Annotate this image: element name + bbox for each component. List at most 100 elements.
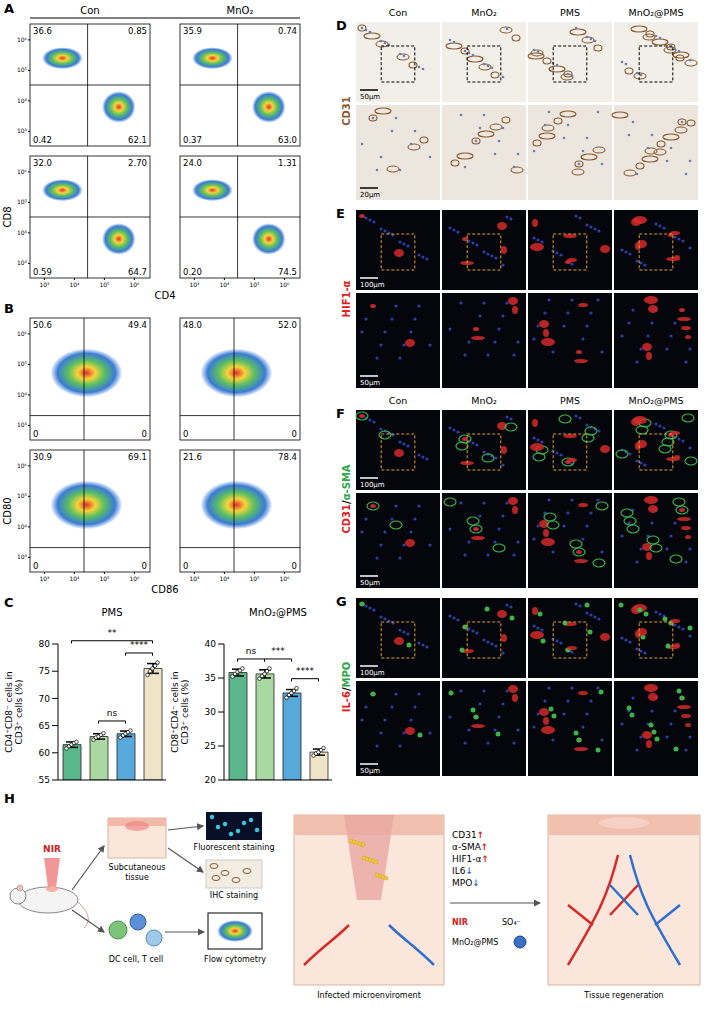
svg-text:10⁶: 10⁶ xyxy=(279,281,290,288)
svg-text:α-SMA↑: α-SMA↑ xyxy=(452,842,488,852)
svg-text:H: H xyxy=(4,791,15,806)
svg-text:Subcutaneous: Subcutaneous xyxy=(109,863,166,872)
svg-text:HIF1-α: HIF1-α xyxy=(341,280,352,317)
svg-text:G: G xyxy=(336,594,347,609)
svg-text:Con: Con xyxy=(389,7,407,18)
svg-text:49.4: 49.4 xyxy=(128,320,147,330)
svg-text:MPO↓: MPO↓ xyxy=(452,878,480,888)
svg-text:48.0: 48.0 xyxy=(183,320,202,330)
svg-text:74.5: 74.5 xyxy=(278,267,297,277)
svg-text:MnO₂@PMS: MnO₂@PMS xyxy=(629,395,684,406)
svg-text:50μm: 50μm xyxy=(360,579,380,587)
svg-text:IL-6/MPO: IL-6/MPO xyxy=(341,662,352,713)
svg-text:0: 0 xyxy=(183,429,188,439)
svg-text:10³: 10³ xyxy=(189,575,200,582)
svg-text:10³: 10³ xyxy=(17,553,28,560)
svg-text:35: 35 xyxy=(205,673,216,683)
svg-text:0: 0 xyxy=(292,561,297,571)
svg-text:69.1: 69.1 xyxy=(128,452,147,462)
svg-text:40: 40 xyxy=(205,639,217,649)
svg-text:10⁴: 10⁴ xyxy=(17,97,28,104)
svg-text:CD8⁺CD4⁻ cells in: CD8⁺CD4⁻ cells in xyxy=(170,671,180,752)
svg-text:Infected microenviroment: Infected microenviroment xyxy=(317,991,421,1000)
svg-text:Fluorescent staining: Fluorescent staining xyxy=(194,843,275,852)
svg-text:B: B xyxy=(4,301,14,316)
svg-text:25: 25 xyxy=(205,741,216,751)
svg-text:50μm: 50μm xyxy=(360,767,380,775)
svg-text:****: **** xyxy=(130,640,149,650)
svg-text:CD86: CD86 xyxy=(151,584,178,595)
svg-text:E: E xyxy=(336,206,345,221)
svg-text:10⁶: 10⁶ xyxy=(129,281,140,288)
svg-text:50μm: 50μm xyxy=(360,93,380,101)
svg-text:50μm: 50μm xyxy=(360,379,380,387)
svg-text:10⁶: 10⁶ xyxy=(17,168,28,175)
svg-text:10⁵: 10⁵ xyxy=(99,281,110,288)
svg-text:20: 20 xyxy=(205,775,217,785)
svg-text:10³: 10³ xyxy=(189,281,200,288)
svg-text:63.0: 63.0 xyxy=(278,135,297,145)
svg-text:CD3⁺ cells (%): CD3⁺ cells (%) xyxy=(14,679,24,744)
svg-text:MnO₂: MnO₂ xyxy=(471,395,497,406)
svg-text:0.42: 0.42 xyxy=(33,135,52,145)
svg-text:CD3⁺ cells (%): CD3⁺ cells (%) xyxy=(180,679,190,744)
svg-text:100μm: 100μm xyxy=(360,669,385,677)
svg-text:78.4: 78.4 xyxy=(278,452,297,462)
svg-text:10⁵: 10⁵ xyxy=(17,360,28,367)
svg-text:10⁵: 10⁵ xyxy=(99,575,110,582)
svg-text:Con: Con xyxy=(80,5,99,16)
svg-text:10⁵: 10⁵ xyxy=(249,281,260,288)
svg-text:0: 0 xyxy=(33,561,38,571)
svg-text:CD31↑: CD31↑ xyxy=(452,830,484,840)
svg-text:MnO₂@PMS: MnO₂@PMS xyxy=(629,7,684,18)
svg-text:75: 75 xyxy=(39,666,50,676)
svg-text:50.6: 50.6 xyxy=(33,320,52,330)
svg-text:30: 30 xyxy=(205,707,217,717)
svg-text:10⁶: 10⁶ xyxy=(129,575,140,582)
svg-text:80: 80 xyxy=(39,639,51,649)
svg-text:ns: ns xyxy=(246,646,257,656)
svg-text:10³: 10³ xyxy=(17,127,28,134)
svg-text:10³: 10³ xyxy=(17,421,28,428)
svg-text:10³: 10³ xyxy=(39,281,50,288)
svg-text:10⁵: 10⁵ xyxy=(249,575,260,582)
svg-text:SO₄⁻: SO₄⁻ xyxy=(502,918,521,927)
svg-text:10⁵: 10⁵ xyxy=(17,66,28,73)
svg-text:0: 0 xyxy=(292,429,297,439)
svg-text:2.70: 2.70 xyxy=(128,158,147,168)
svg-text:CD31/α-SMA: CD31/α-SMA xyxy=(341,464,352,533)
svg-text:36.6: 36.6 xyxy=(33,26,52,36)
svg-text:60: 60 xyxy=(39,748,51,758)
svg-text:DC cell, T cell: DC cell, T cell xyxy=(109,955,163,964)
svg-text:F: F xyxy=(336,406,345,421)
svg-text:***: *** xyxy=(271,646,285,656)
svg-text:CD4: CD4 xyxy=(154,290,175,301)
svg-text:10⁴: 10⁴ xyxy=(17,229,28,236)
svg-text:Tissue regeneration: Tissue regeneration xyxy=(583,991,663,1000)
svg-text:64.7: 64.7 xyxy=(128,267,147,277)
svg-text:35.9: 35.9 xyxy=(183,26,202,36)
svg-text:CD8: CD8 xyxy=(2,206,13,227)
svg-text:ns: ns xyxy=(107,708,118,718)
svg-text:PMS: PMS xyxy=(560,7,580,18)
svg-text:65: 65 xyxy=(39,721,50,731)
svg-text:0: 0 xyxy=(33,429,38,439)
svg-text:CD4⁺CD8⁻ cells in: CD4⁺CD8⁻ cells in xyxy=(4,671,14,752)
svg-text:10³: 10³ xyxy=(17,259,28,266)
svg-text:1.31: 1.31 xyxy=(278,158,297,168)
svg-text:**: ** xyxy=(108,628,118,638)
svg-text:0.59: 0.59 xyxy=(33,267,52,277)
svg-text:10⁴: 10⁴ xyxy=(17,523,28,530)
svg-text:A: A xyxy=(4,1,14,16)
svg-text:NIR: NIR xyxy=(452,918,468,927)
svg-text:IHC staining: IHC staining xyxy=(210,891,258,900)
svg-text:MnO₂@PMS: MnO₂@PMS xyxy=(452,938,498,947)
svg-text:Con: Con xyxy=(389,395,407,406)
svg-text:32.0: 32.0 xyxy=(33,158,52,168)
svg-text:D: D xyxy=(336,18,347,33)
svg-text:0.85: 0.85 xyxy=(128,26,147,36)
svg-text:10⁶: 10⁶ xyxy=(279,575,290,582)
svg-text:0.20: 0.20 xyxy=(183,267,202,277)
svg-text:0: 0 xyxy=(142,561,147,571)
svg-text:PMS: PMS xyxy=(560,395,580,406)
